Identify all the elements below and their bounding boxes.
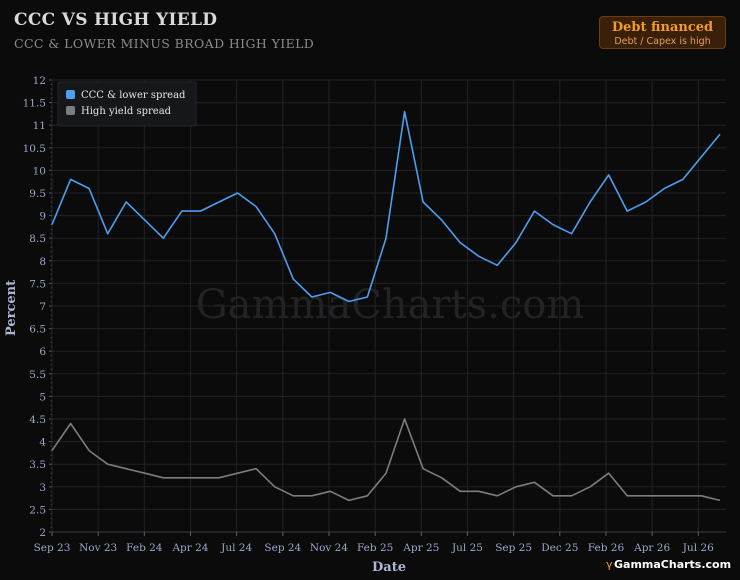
y-tick-label: 9 [39,211,46,223]
y-tick-label: 10.5 [23,143,46,155]
chart-subtitle: CCC & LOWER MINUS BROAD HIGH YIELD [14,36,315,51]
chart-series [51,110,721,502]
brand-mark-icon: γ [606,558,613,571]
badge-title: Debt financed [611,20,714,35]
y-tick-label: 5.5 [29,369,46,381]
y-tick-label: 2 [39,527,46,539]
y-tick-label: 8 [39,256,46,268]
x-tick-label: Jul 25 [451,542,483,554]
brand-text: GammaCharts.com [614,558,731,571]
x-axis-title: Date [372,560,406,575]
chart-grid [51,79,726,533]
x-tick-label: Dec 25 [541,542,578,554]
x-axis-ticks: Sep 23 Nov 23 Feb 24 Apr 24 Jul 24 Sep 24 Nov … [34,532,714,554]
x-tick-label: Sep 23 [34,542,71,554]
legend-label: High yield spread [81,106,172,117]
legend-swatch-icon [66,90,75,99]
y-tick-label: 11 [33,120,46,132]
y-tick-label: 4 [39,437,46,449]
debt-financed-badge: Debt financed Debt / Capex is high [599,16,726,49]
y-tick-label: 9.5 [29,188,46,200]
y-tick-label: 2.5 [29,504,46,516]
y-tick-label: 6 [39,346,46,358]
x-tick-label: Apr 24 [171,542,208,554]
chart-legend[interactable]: CCC & lower spread High yield spread [57,81,197,127]
x-tick-label: Feb 24 [126,542,163,554]
legend-label: CCC & lower spread [81,90,186,101]
y-axis-title: Percent [4,280,19,336]
x-tick-label: Feb 26 [588,542,625,554]
y-tick-label: 3.5 [29,459,46,471]
y-tick-label: 3 [39,482,46,494]
y-tick-label: 10 [33,165,46,177]
x-tick-label: Nov 23 [79,542,117,554]
brand-logo[interactable]: γ GammaCharts.com [606,558,731,571]
y-tick-label: 11.5 [23,98,46,110]
x-tick-label: Jul 26 [682,542,714,554]
x-tick-label: Apr 26 [633,542,670,554]
y-tick-label: 6.5 [29,324,46,336]
badge-subtitle: Debt / Capex is high [614,36,711,47]
x-tick-label: Sep 24 [264,542,301,554]
x-tick-label: Sep 25 [495,542,532,554]
series-line-ccc [51,110,721,303]
x-tick-label: Apr 25 [402,542,439,554]
x-tick-label: Feb 25 [357,542,393,554]
chart-title: CCC VS HIGH YIELD [14,10,218,30]
watermark-text: GammaCharts.com [196,282,585,328]
y-tick-label: 5 [39,391,46,403]
y-tick-label: 7 [39,301,46,313]
x-tick-label: Nov 24 [310,542,348,554]
x-tick-label: Jul 24 [220,542,252,554]
y-tick-label: 8.5 [29,233,46,245]
y-tick-label: 7.5 [29,278,46,290]
y-axis-ticks: 2 2.5 3 3.5 4 4.5 5 5.5 6 6.5 7 7.5 8 8.5 9 9.5 10 10.5 11… [23,75,52,539]
y-tick-label: 12 [33,75,46,87]
series-line-high-yield [51,418,721,502]
legend-box [57,81,197,127]
legend-swatch-icon [66,106,75,115]
y-tick-label: 4.5 [29,414,46,426]
